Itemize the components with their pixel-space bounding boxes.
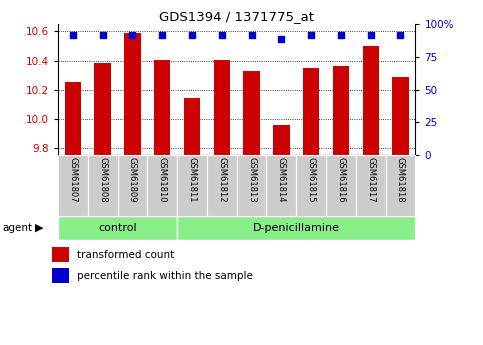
Text: GSM61811: GSM61811 (187, 157, 197, 203)
Bar (88, 155, 117, 216)
Bar (385, 155, 415, 216)
Text: GSM61810: GSM61810 (158, 157, 167, 203)
Bar (326, 155, 356, 216)
Point (99, 32, 107, 38)
Text: GSM61815: GSM61815 (307, 157, 315, 203)
Bar (243, 71, 260, 155)
Bar (58, 155, 88, 216)
Bar (53, 247, 69, 262)
Title: GDS1394 / 1371775_at: GDS1394 / 1371775_at (159, 10, 314, 23)
Bar (95, 63, 111, 155)
Text: GSM61809: GSM61809 (128, 157, 137, 203)
Bar (392, 77, 409, 155)
Bar (237, 155, 267, 216)
Text: GSM61818: GSM61818 (396, 157, 405, 203)
Bar (267, 155, 296, 216)
Text: GSM61817: GSM61817 (366, 157, 375, 203)
Bar (303, 68, 319, 155)
Bar (154, 60, 170, 155)
Point (128, 32, 136, 38)
Text: ▶: ▶ (35, 223, 44, 233)
Point (397, 32, 404, 38)
Bar (207, 155, 237, 216)
Bar (213, 60, 230, 155)
Bar (177, 216, 415, 240)
Text: GSM61808: GSM61808 (98, 157, 107, 203)
Text: agent: agent (2, 223, 32, 233)
Point (337, 32, 345, 38)
Bar (177, 155, 207, 216)
Bar (58, 216, 177, 240)
Point (188, 32, 196, 38)
Text: GSM61814: GSM61814 (277, 157, 286, 203)
Bar (273, 125, 289, 155)
Bar (124, 33, 141, 155)
Bar (147, 155, 177, 216)
Point (218, 32, 226, 38)
Text: control: control (98, 223, 137, 233)
Text: percentile rank within the sample: percentile rank within the sample (77, 270, 253, 280)
Bar (296, 155, 326, 216)
Text: D-penicillamine: D-penicillamine (253, 223, 340, 233)
Bar (184, 98, 200, 155)
Text: GSM61812: GSM61812 (217, 157, 226, 203)
Point (69, 32, 77, 38)
Point (367, 32, 375, 38)
Text: GSM61807: GSM61807 (69, 157, 77, 203)
Point (158, 32, 166, 38)
Point (248, 32, 256, 38)
Text: GSM61813: GSM61813 (247, 157, 256, 203)
Point (278, 36, 285, 41)
Text: transformed count: transformed count (77, 250, 174, 260)
Bar (65, 82, 81, 155)
Bar (53, 268, 69, 283)
Bar (356, 155, 385, 216)
Bar (117, 155, 147, 216)
Text: GSM61816: GSM61816 (337, 157, 345, 203)
Bar (333, 66, 349, 155)
Point (307, 32, 315, 38)
Bar (363, 46, 379, 155)
